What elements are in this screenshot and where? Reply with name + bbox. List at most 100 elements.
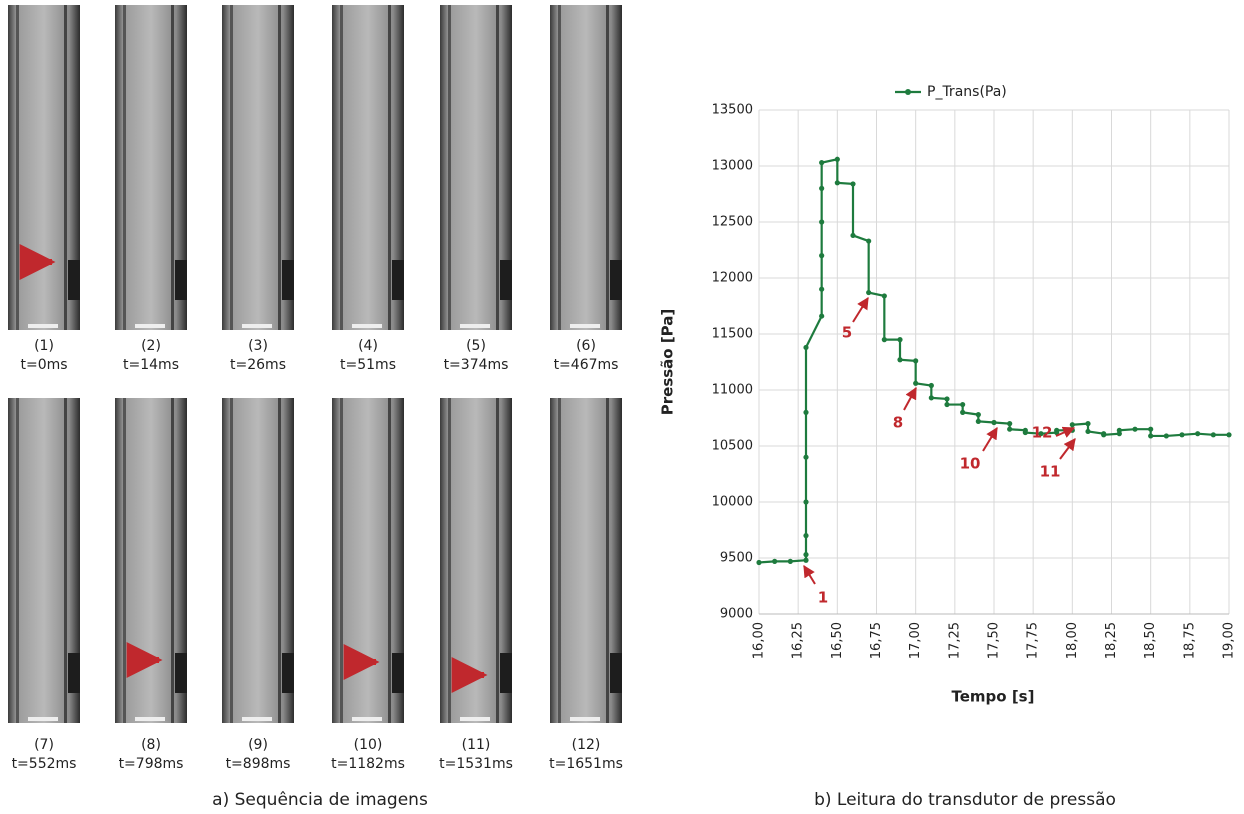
point <box>866 289 872 296</box>
point <box>881 337 887 343</box>
point <box>1038 431 1044 437</box>
point <box>881 293 887 299</box>
series-line <box>758 157 1229 564</box>
bracket <box>175 260 187 300</box>
tube-wall <box>558 398 561 723</box>
frame-time: t=51ms <box>340 357 396 373</box>
point <box>1069 422 1075 428</box>
bracket <box>500 653 512 693</box>
point <box>803 533 809 539</box>
base-glow <box>460 717 490 721</box>
x-tick-label: 18,00 <box>1065 622 1080 659</box>
frame-label: (2) <box>141 338 161 354</box>
y-tick-label: 12000 <box>712 271 753 286</box>
bracket <box>610 653 622 693</box>
point <box>1085 421 1091 427</box>
bracket <box>500 260 512 300</box>
tube-wall <box>448 398 451 723</box>
y-tick-label: 12500 <box>712 215 753 230</box>
y-tick-label: 10500 <box>712 439 753 454</box>
frame-time: t=14ms <box>123 357 179 373</box>
tube-wall <box>123 5 126 330</box>
point <box>1210 432 1216 438</box>
frame-time: t=1531ms <box>439 756 513 772</box>
frame-time: t=1651ms <box>549 756 623 772</box>
y-tick-label: 10000 <box>712 495 753 510</box>
legend-marker <box>905 89 911 95</box>
annotation: 11 <box>1040 463 1061 481</box>
point <box>803 454 809 460</box>
x-tick-label: 18,50 <box>1143 622 1158 659</box>
base-glow <box>28 717 58 721</box>
tube-wall <box>230 5 233 330</box>
tube-wall <box>340 5 343 330</box>
annotation: 12 <box>1032 424 1053 442</box>
frame-time: t=26ms <box>230 357 286 373</box>
point <box>850 181 856 187</box>
base-glow <box>352 717 382 721</box>
x-tick-label: 16,25 <box>791 622 806 659</box>
caption-a: a) Sequência de imagens <box>212 790 428 810</box>
tube-wall <box>388 398 391 723</box>
point <box>787 558 793 564</box>
x-tick-label: 18,75 <box>1182 622 1197 659</box>
annotation: 1 <box>818 589 828 607</box>
frame-time: t=552ms <box>12 756 77 772</box>
bracket <box>392 653 404 693</box>
point <box>1148 426 1154 432</box>
point <box>819 286 825 292</box>
x-axis-title: Tempo [s] <box>952 688 1035 706</box>
point <box>960 401 966 408</box>
annotation: 8 <box>893 414 903 432</box>
x-tick-label: 18,25 <box>1104 622 1119 659</box>
tube-wall <box>606 398 609 723</box>
bracket <box>610 260 622 300</box>
point <box>1022 429 1028 436</box>
frame-time: t=1182ms <box>331 756 405 772</box>
base-glow <box>242 717 272 721</box>
bracket <box>68 653 80 693</box>
annotation: 10 <box>960 455 981 473</box>
tube-wall <box>171 398 174 723</box>
point <box>928 382 934 389</box>
frame-label: (7) <box>34 737 54 753</box>
frame-label: (9) <box>248 737 268 753</box>
point <box>975 418 981 424</box>
base-glow <box>242 324 272 328</box>
point <box>944 401 950 408</box>
tube-wall <box>64 5 67 330</box>
annotation-arrow <box>852 296 869 323</box>
point <box>1054 427 1060 433</box>
point <box>803 409 809 415</box>
annotation: 5 <box>842 324 852 342</box>
point <box>897 337 903 343</box>
base-glow <box>135 717 165 721</box>
base-glow <box>352 324 382 328</box>
point <box>834 156 840 162</box>
point <box>803 552 809 558</box>
point <box>913 380 919 386</box>
point <box>897 357 903 363</box>
annotation-arrow <box>1055 426 1076 438</box>
legend-label: P_Trans(Pa) <box>927 84 1007 100</box>
tube-wall <box>606 5 609 330</box>
x-tick-label: 17,75 <box>1026 622 1041 659</box>
annotation-arrow <box>903 386 917 411</box>
x-tick-label: 17,00 <box>908 622 923 659</box>
base-glow <box>28 324 58 328</box>
tube-wall <box>16 5 19 330</box>
point <box>1148 433 1154 439</box>
tube-wall <box>448 5 451 330</box>
point <box>1085 428 1091 435</box>
tube-wall <box>558 5 561 330</box>
frame-label: (6) <box>576 338 596 354</box>
frame-time: t=798ms <box>119 756 184 772</box>
bracket <box>175 653 187 693</box>
bracket <box>68 260 80 300</box>
point <box>819 219 825 225</box>
point <box>1101 432 1107 438</box>
point <box>803 557 809 563</box>
annotation-arrow <box>1059 438 1076 460</box>
base-glow <box>135 324 165 328</box>
